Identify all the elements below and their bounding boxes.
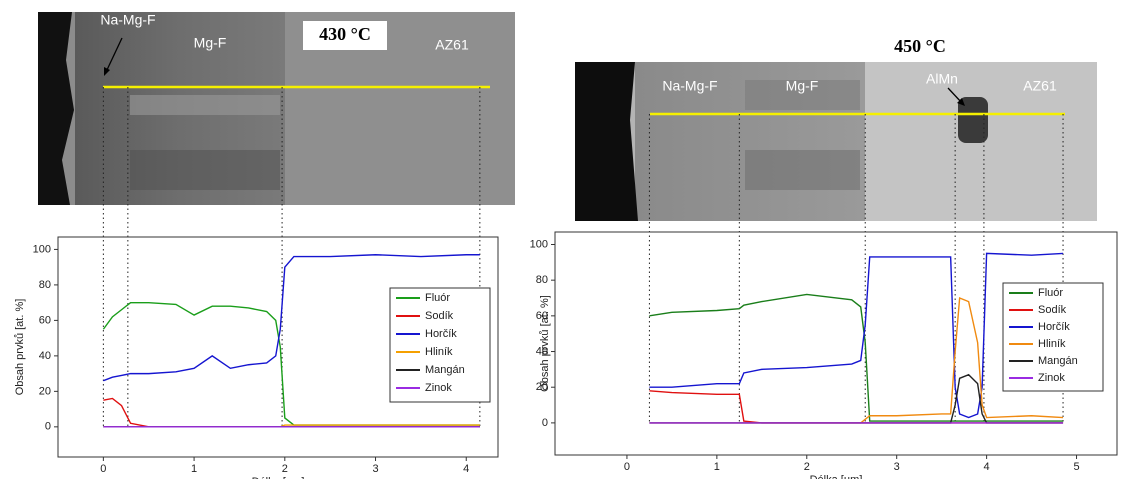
legend-label: Sodík	[1038, 304, 1067, 316]
phase-label: AZ61	[1023, 78, 1057, 94]
legend-label: Zinok	[425, 382, 452, 394]
legend-label: Fluór	[1038, 287, 1063, 299]
legend-label: Sodík	[425, 310, 454, 322]
x-tick-label: 3	[894, 461, 900, 473]
x-tick-label: 4	[463, 463, 469, 475]
legend-label: Mangán	[425, 364, 465, 376]
legend-box	[1002, 282, 1104, 392]
series-line	[649, 293, 1064, 422]
legend-label: Zinok	[1038, 372, 1065, 384]
phase-label: Mg-F	[194, 35, 227, 51]
plot-frame	[554, 231, 1118, 456]
y-axis-label: Obsah prvků [at. %]	[14, 299, 26, 396]
legend-label: Horčík	[1038, 321, 1070, 333]
y-tick-label: 80	[536, 274, 548, 286]
y-tick-label: 0	[45, 421, 51, 433]
x-tick-label: 3	[372, 463, 378, 475]
temperature-label: 430 °C	[319, 24, 371, 44]
phase-label: Na-Mg-F	[100, 12, 155, 28]
y-tick-label: 0	[542, 417, 548, 429]
plot-frame	[57, 236, 499, 458]
y-tick-label: 40	[536, 345, 548, 357]
temperature-label: 450 °C	[894, 36, 946, 56]
series-line	[649, 373, 1064, 424]
x-tick-label: 1	[191, 463, 197, 475]
y-tick-label: 100	[530, 238, 548, 250]
y-tick-label: 40	[39, 350, 51, 362]
y-tick-label: 20	[39, 385, 51, 397]
x-tick-label: 2	[804, 461, 810, 473]
legend-label: Hliník	[1038, 338, 1066, 350]
x-tick-label: 2	[282, 463, 288, 475]
series-line	[649, 297, 1064, 424]
x-axis-label: Délka [µm]	[810, 474, 863, 479]
x-tick-label: 0	[624, 461, 630, 473]
y-tick-label: 20	[536, 381, 548, 393]
x-tick-label: 4	[984, 461, 990, 473]
legend-label: Fluór	[425, 292, 450, 304]
sem-image	[38, 12, 515, 205]
legend-box	[389, 287, 491, 403]
y-tick-label: 60	[39, 314, 51, 326]
phase-label: Mg-F	[786, 78, 819, 94]
phase-label: AlMn	[926, 71, 958, 87]
x-axis-label: Délka [µm]	[252, 476, 305, 479]
series-line	[649, 390, 1064, 424]
legend-label: Mangán	[1038, 355, 1078, 367]
legend-label: Hliník	[425, 346, 453, 358]
x-tick-label: 0	[100, 463, 106, 475]
sem-image	[575, 62, 1097, 221]
phase-label: Na-Mg-F	[662, 78, 717, 94]
legend-label: Horčík	[425, 328, 457, 340]
x-tick-label: 5	[1073, 461, 1079, 473]
y-tick-label: 100	[33, 243, 51, 255]
series-line	[649, 252, 1064, 419]
x-tick-label: 1	[714, 461, 720, 473]
y-tick-label: 60	[536, 310, 548, 322]
phase-label: AZ61	[435, 37, 469, 53]
series-line	[103, 254, 480, 382]
y-tick-label: 80	[39, 279, 51, 291]
y-axis-label: Obsah prvků [at. %]	[539, 295, 551, 392]
